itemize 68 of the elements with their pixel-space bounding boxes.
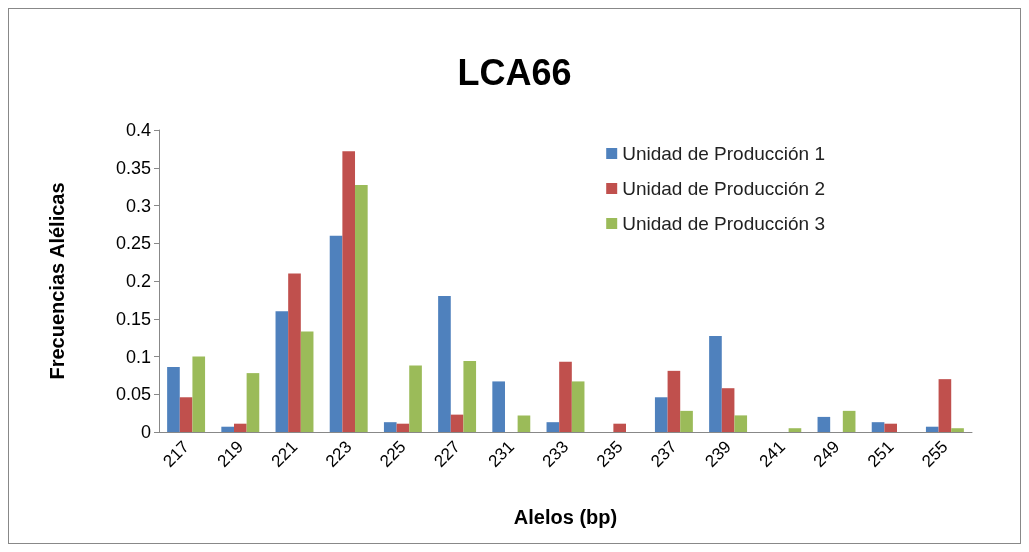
x-tick-label: 225: [376, 437, 410, 471]
bar: [817, 416, 831, 432]
legend-label: Unidad de Producción 2: [622, 178, 826, 199]
x-tick-label: 249: [809, 437, 844, 471]
x-tick-label: 241: [755, 437, 790, 471]
y-tick-label: 0.2: [125, 271, 151, 291]
bar: [329, 235, 343, 432]
bar: [571, 381, 585, 432]
x-tick-label: 227: [430, 437, 464, 471]
bar: [342, 151, 356, 432]
bar: [288, 273, 301, 432]
bar: [884, 423, 898, 432]
bar: [450, 414, 464, 432]
bar: [409, 365, 422, 432]
bar: [842, 410, 856, 432]
x-tick-label: 237: [647, 437, 681, 471]
bar: [192, 356, 206, 432]
bar: [680, 410, 693, 432]
x-tick-label: 233: [538, 437, 573, 471]
x-tick-label: 217: [159, 437, 193, 471]
bar: [871, 422, 885, 432]
bar: [546, 422, 560, 432]
bar: [734, 415, 748, 432]
bar: [721, 388, 735, 432]
legend-label: Unidad de Producción 3: [622, 213, 826, 234]
bar: [463, 361, 477, 432]
x-tick-label: 219: [213, 437, 248, 471]
bar: [938, 379, 952, 432]
bar: [246, 373, 260, 432]
bar: [383, 422, 397, 432]
bar: [355, 185, 368, 432]
bar: [517, 415, 531, 432]
bar: [233, 423, 247, 432]
y-tick-label: 0.3: [125, 195, 151, 216]
y-tick-label: 0.1: [125, 346, 151, 367]
x-axis-title: Alelos (bp): [513, 506, 618, 528]
bar: [925, 426, 939, 432]
x-tick-label: 251: [863, 437, 898, 471]
y-axis-title: Frecuencias Alélicas: [46, 182, 68, 380]
bar: [559, 361, 572, 432]
bar: [438, 296, 451, 432]
y-tick-label: 0.35: [115, 157, 151, 178]
bar: [613, 423, 627, 432]
bar: [167, 367, 180, 432]
bar: [492, 381, 505, 432]
bar: [654, 397, 668, 432]
bar: [951, 428, 964, 432]
y-tick-label: 0.05: [115, 384, 151, 405]
x-tick-label: 255: [918, 437, 952, 471]
bar: [221, 426, 234, 432]
legend-label: Unidad de Producción 1: [622, 143, 826, 164]
bar: [788, 428, 802, 432]
bar: [396, 423, 410, 432]
y-tick-label: 0: [140, 422, 151, 442]
bar: [709, 336, 722, 432]
x-tick-label: 223: [321, 437, 356, 471]
x-tick-label: 231: [484, 437, 519, 471]
x-tick-label: 221: [267, 437, 302, 471]
bar: [300, 331, 314, 432]
x-tick-label: 239: [701, 437, 735, 471]
y-tick-label: 0.4: [125, 120, 151, 140]
x-tick-label: 235: [592, 437, 627, 471]
y-tick-label: 0.15: [115, 308, 151, 329]
bar: [275, 311, 289, 432]
chart-title: LCA66: [457, 51, 572, 93]
bar: [179, 397, 193, 432]
y-tick-label: 0.25: [115, 233, 151, 254]
bar: [667, 370, 681, 432]
